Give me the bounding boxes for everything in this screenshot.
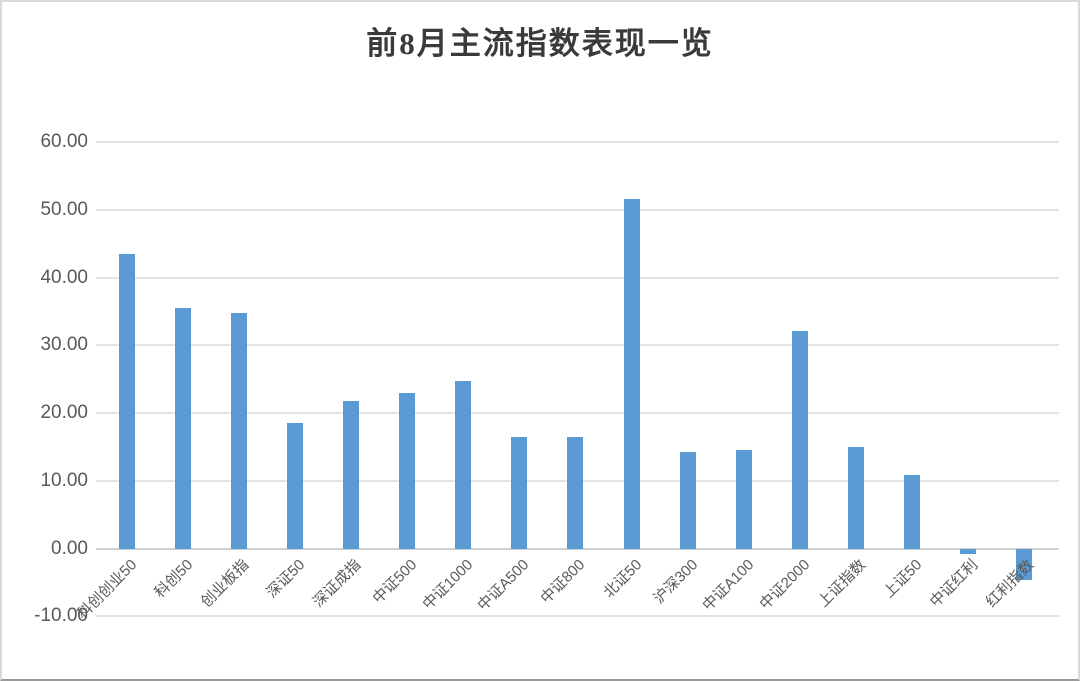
gridline [96,208,1059,211]
bar [847,446,864,549]
chart-title: 前8月主流指数表现一览 [366,26,714,61]
x-tick-label: 中证500 [369,555,421,607]
y-tick-label: 20.00 [40,402,88,424]
x-tick-label: 深证成指 [310,555,365,611]
gridline [96,141,1059,143]
y-tick-label: 50.00 [40,198,88,220]
x-tick-label: 科创50 [151,555,197,601]
bar [1015,548,1032,580]
bar [119,254,135,549]
bar [735,450,752,549]
x-tick-label: 上证50 [880,555,926,601]
bar [175,308,192,549]
x-tick-label: 中证1000 [419,555,477,613]
bar [343,400,360,549]
x-tick-label: 创业板指 [197,555,253,611]
gridline [96,615,1059,618]
bar [791,331,808,549]
x-tick-label: 中证800 [537,555,589,607]
x-tick-label: 深证50 [263,555,309,601]
bar [287,422,304,549]
bar [511,437,528,549]
x-tick-label: 上证指数 [814,555,870,611]
x-tick-label: 中证A100 [698,555,757,614]
bar [455,381,472,549]
y-tick-label: 40.00 [40,266,88,288]
x-tick-label: 中证A500 [474,555,533,614]
gridline [96,412,1059,415]
y-tick-label: 30.00 [40,334,88,356]
bar [679,451,696,549]
bar [399,393,416,549]
x-tick-label: 北证50 [599,555,645,601]
x-tick-label: 红利指数 [982,555,1038,611]
x-tick-label: 中证红利 [926,555,982,611]
bar [959,548,976,554]
y-tick-label: 60.00 [40,131,88,152]
x-tick-label: 沪深300 [649,555,701,607]
bar [231,312,248,549]
y-tick-label: 10.00 [40,469,88,491]
bar [903,475,920,549]
x-axis-line [96,547,1059,550]
gridline [96,276,1059,279]
bar [567,436,584,549]
bar [623,198,640,549]
x-tick-label: 中证2000 [756,555,814,613]
gridline [96,344,1059,347]
y-tick-label: -10.00 [34,605,88,627]
y-tick-label: 0.00 [51,537,88,559]
